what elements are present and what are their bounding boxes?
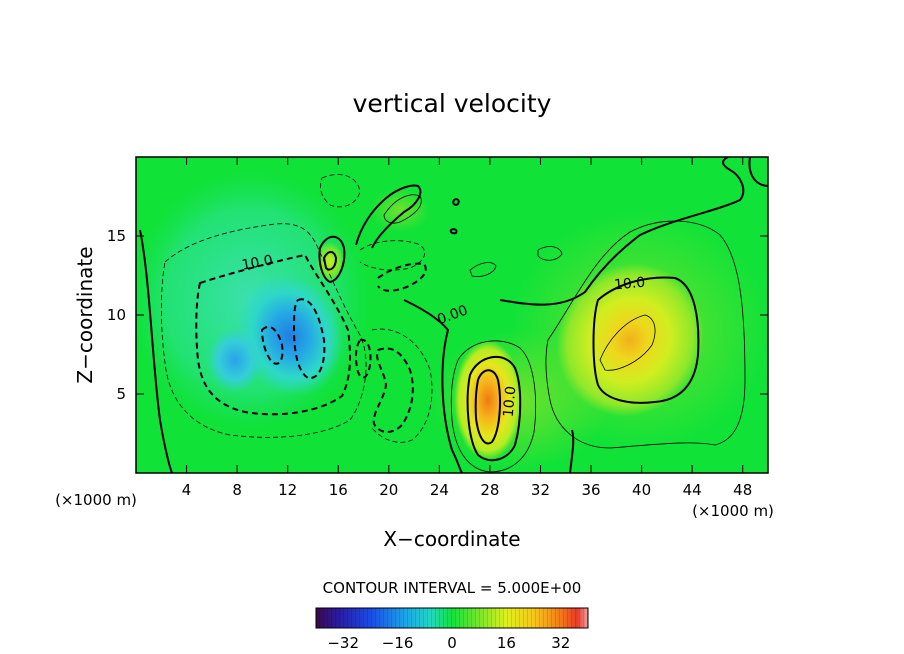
x-tick-label: 48: [733, 481, 752, 499]
colorbar-tick-label: 0: [447, 634, 457, 652]
y-tick-label: 5: [116, 385, 126, 403]
contour-label-pos10-right: 10.0: [613, 275, 645, 294]
contour-pos5-small-upper: [383, 194, 422, 224]
contour-label-neg10: 10.0: [241, 252, 274, 273]
colorbar: −32 −16 0 16 32: [315, 607, 589, 652]
contour-pos20-right: [599, 314, 656, 371]
contour-small-dots: [449, 198, 460, 235]
contour-zero-middle: [355, 184, 422, 249]
contour-pos20-core: [474, 369, 501, 445]
x-axis-unit-right: (×1000 m): [692, 502, 774, 520]
x-tick-label: 40: [632, 481, 651, 499]
contour-pos15-small: [322, 251, 338, 271]
field-negative-secondary: [207, 328, 263, 392]
field-negative-core: [236, 274, 344, 396]
colorbar-tick-label: −32: [327, 634, 359, 652]
field-shading: [136, 170, 768, 470]
y-axis-label: Z−coordinate: [73, 246, 97, 383]
contour-zero-right: [499, 157, 745, 306]
x-tick-label: 44: [683, 481, 702, 499]
contour-pos10-core: [466, 355, 522, 462]
contour-label-pos10-core: 10.0: [501, 385, 520, 417]
x-axis-unit-left: (×1000 m): [55, 491, 137, 509]
x-tick-label: 36: [581, 481, 600, 499]
colorbar-tick-label: −16: [382, 634, 414, 652]
contour-pos5-small-left: [537, 246, 563, 261]
contour-labels: 10.0 0.00 10.0 10.0: [241, 252, 646, 417]
contour-neg5-stripes: [359, 240, 426, 271]
plot-area: 10.0 0.00 10.0 10.0 4 8 12 16 20 24 28 32 36 40 44…: [107, 156, 769, 499]
contour-pos5-small-mid: [469, 262, 497, 277]
x-tick-label: 8: [232, 481, 242, 499]
contour-zero-left: [139, 229, 173, 473]
contour-neg20-a: [260, 325, 284, 365]
contour-neg10-outer: [195, 253, 351, 416]
x-tick-label: 16: [329, 481, 348, 499]
x-tick-label: 32: [531, 481, 550, 499]
chart-title: vertical velocity: [353, 89, 552, 118]
contour-pos10-small: [318, 235, 346, 284]
contour-neg5-lower: [371, 328, 433, 443]
contour-neg20-b: [292, 298, 326, 380]
colorbar-ticks: −32 −16 0 16 32: [327, 634, 570, 652]
field-positive-core: [454, 340, 522, 460]
field-positive-upper-right: [556, 263, 704, 417]
y-tick-label: 15: [107, 227, 126, 245]
colorbar-tick-label: 16: [497, 634, 516, 652]
y-tick-label: 10: [107, 306, 126, 324]
contour-pos5-right-outer: [545, 220, 746, 449]
x-tick-label: 20: [379, 481, 398, 499]
x-axis-ticks: 4 8 12 16 20 24 28 32 36 40 44 48: [182, 157, 752, 499]
contour-neg10-mid: [354, 338, 372, 379]
colorbar-tick-label: 32: [551, 634, 570, 652]
contour-lines: [139, 157, 768, 473]
contour-interval-label: CONTOUR INTERVAL = 5.000E+00: [323, 579, 582, 597]
y-axis-ticks: 5 10 15: [107, 227, 768, 403]
x-tick-label: 28: [480, 481, 499, 499]
contour-neg5-outer: [160, 223, 367, 438]
x-tick-label: 24: [430, 481, 449, 499]
contour-zero-upper-right: [748, 157, 768, 187]
contour-neg10-stripes: [377, 262, 427, 292]
x-tick-label: 12: [278, 481, 297, 499]
contour-neg5-upper: [320, 174, 361, 208]
x-axis-label: X−coordinate: [383, 527, 520, 551]
contour-pos10-right: [592, 276, 700, 404]
contour-zero-channel: [403, 299, 463, 473]
x-tick-label: 4: [182, 481, 192, 499]
contour-zero-bottom: [569, 429, 575, 473]
colorbar-stripes: [316, 608, 588, 628]
colorbar-frame: [315, 607, 589, 629]
contour-pos5-core-outer: [450, 340, 536, 473]
